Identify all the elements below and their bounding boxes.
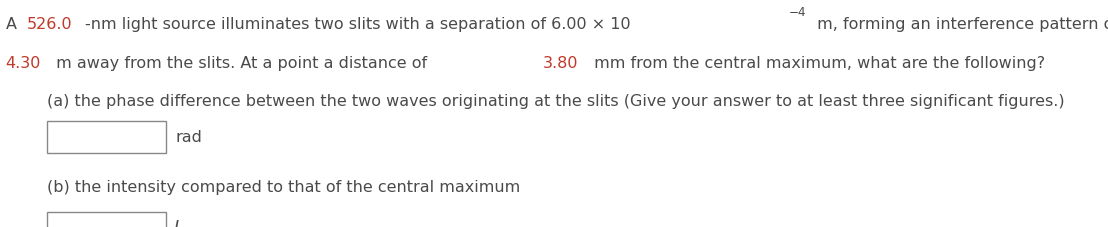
Text: rad: rad <box>175 130 202 145</box>
Text: (b) the intensity compared to that of the central maximum: (b) the intensity compared to that of th… <box>47 180 520 195</box>
Text: m, forming an interference pattern on a screen placed: m, forming an interference pattern on a … <box>812 17 1108 32</box>
Text: mm from the central maximum, what are the following?: mm from the central maximum, what are th… <box>589 56 1045 71</box>
Text: m away from the slits. At a point a distance of: m away from the slits. At a point a dist… <box>51 56 432 71</box>
Text: 3.80: 3.80 <box>543 56 578 71</box>
FancyBboxPatch shape <box>47 121 166 153</box>
Text: A: A <box>6 17 22 32</box>
Text: 4.30: 4.30 <box>6 56 41 71</box>
Text: (a) the phase difference between the two waves originating at the slits (Give yo: (a) the phase difference between the two… <box>47 94 1064 109</box>
Text: -nm light source illuminates two slits with a separation of 6.00 × 10: -nm light source illuminates two slits w… <box>85 17 630 32</box>
Text: 526.0: 526.0 <box>27 17 72 32</box>
Text: $I$: $I$ <box>173 219 179 227</box>
Text: −4: −4 <box>789 6 807 19</box>
FancyBboxPatch shape <box>47 212 166 227</box>
